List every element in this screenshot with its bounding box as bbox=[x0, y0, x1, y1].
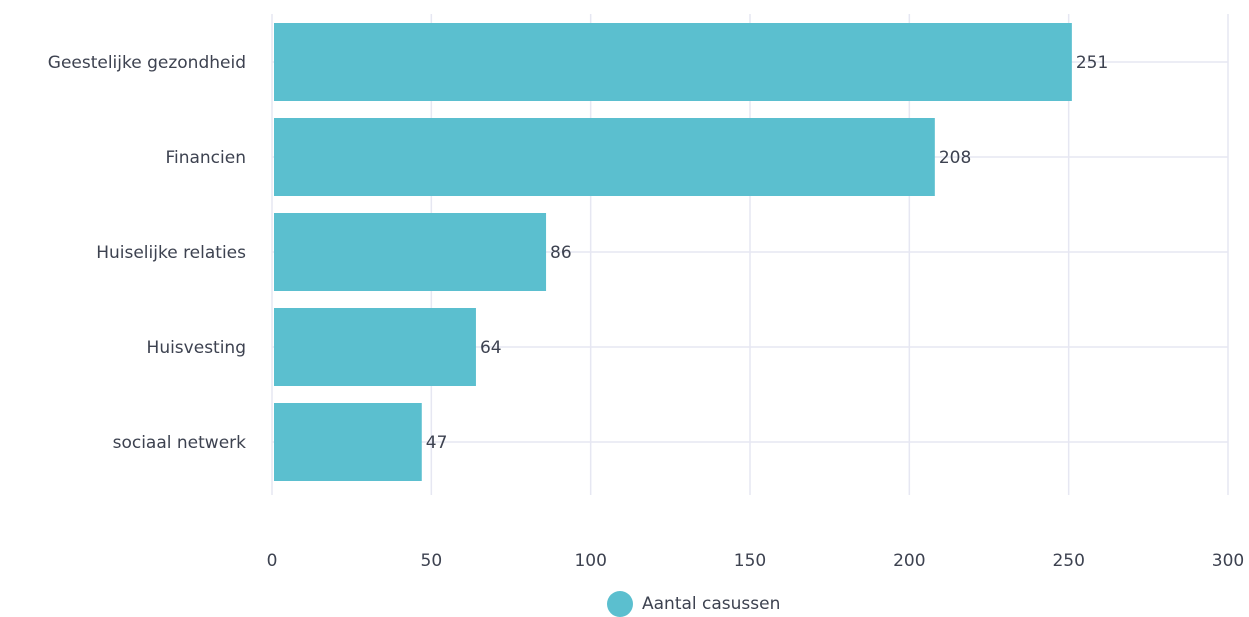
x-tick-label: 150 bbox=[734, 551, 766, 571]
bar[interactable] bbox=[274, 213, 547, 291]
bar[interactable] bbox=[274, 118, 935, 196]
bar-value-label: 208 bbox=[939, 148, 971, 168]
bars bbox=[274, 23, 1072, 481]
legend[interactable]: Aantal casussen bbox=[607, 591, 781, 617]
category-label: Geestelijke gezondheid bbox=[48, 53, 246, 73]
legend-label: Aantal casussen bbox=[642, 594, 781, 614]
bar-value-label: 86 bbox=[550, 243, 572, 263]
x-tick-label: 100 bbox=[574, 551, 606, 571]
bar[interactable] bbox=[274, 308, 476, 386]
category-label: Huiselijke relaties bbox=[96, 243, 246, 263]
bar[interactable] bbox=[274, 403, 422, 481]
category-label: Financien bbox=[165, 148, 246, 168]
data-labels: 251 208 86 64 47 bbox=[426, 53, 1109, 453]
bar-value-label: 251 bbox=[1076, 53, 1108, 73]
category-labels: Geestelijke gezondheid Financien Huiselijk… bbox=[48, 53, 246, 453]
category-label: Huisvesting bbox=[147, 338, 246, 358]
x-tick-label: 250 bbox=[1052, 551, 1084, 571]
bar[interactable] bbox=[274, 23, 1072, 101]
category-label: sociaal netwerk bbox=[113, 433, 247, 453]
x-tick-label: 300 bbox=[1212, 551, 1244, 571]
x-tick-label: 200 bbox=[893, 551, 925, 571]
legend-swatch-icon bbox=[607, 591, 633, 617]
x-tick-label: 0 bbox=[267, 551, 278, 571]
bar-value-label: 64 bbox=[480, 338, 502, 358]
x-axis-tick-labels: 0 50 100 150 200 250 300 bbox=[267, 551, 1245, 571]
x-tick-label: 50 bbox=[421, 551, 443, 571]
bar-value-label: 47 bbox=[426, 433, 448, 453]
